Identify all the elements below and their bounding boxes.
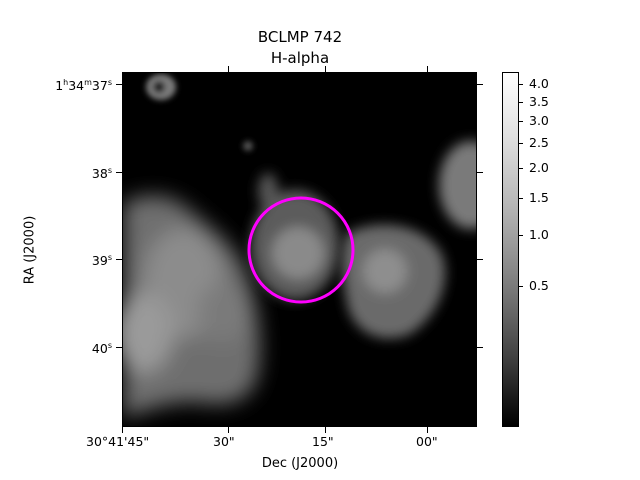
ytick-mark [116, 172, 122, 173]
colorbar-label: 3.0 [529, 113, 549, 128]
colorbar-label: 3.5 [529, 94, 549, 109]
ytick-mark [116, 259, 122, 260]
ytick-mark-right [477, 347, 483, 348]
ytick-mark-right [477, 172, 483, 173]
xtick-mark [427, 427, 428, 433]
emission-region-edge [439, 141, 476, 229]
emission-region-left [123, 195, 260, 418]
figure-title: BCLMP 742 [257, 28, 343, 46]
ytick-label: 40s [91, 341, 112, 356]
figure-subtitle: H-alpha [270, 49, 330, 67]
colorbar-tick [519, 235, 523, 236]
colorbar-label: 2.5 [529, 135, 549, 150]
emission-region-center [251, 173, 339, 300]
xtick-mark [122, 427, 123, 433]
xtick-mark [325, 427, 326, 433]
xtick-mark-top [427, 66, 428, 72]
emission-knot-top [146, 74, 253, 151]
xtick-mark [228, 427, 229, 433]
colorbar [502, 72, 519, 427]
region-circle [247, 196, 355, 304]
colorbar-label: 0.5 [529, 278, 549, 293]
colorbar-tick [519, 286, 523, 287]
ytick-label: 39s [91, 253, 112, 268]
ytick-mark-right [477, 84, 483, 85]
xtick-label: 30°41'45" [86, 434, 150, 449]
emission-region-right [342, 224, 446, 339]
x-axis-title: Dec (J2000) [261, 456, 339, 471]
ytick-mark-right [477, 259, 483, 260]
colorbar-label: 1.0 [529, 227, 549, 242]
colorbar-tick [519, 198, 523, 199]
xtick-mark-top [228, 66, 229, 72]
colorbar-tick [519, 102, 523, 103]
halpha-image [122, 72, 477, 427]
colorbar-tick [519, 143, 523, 144]
colorbar-tick [519, 168, 523, 169]
xtick-label: 30" [213, 434, 235, 449]
colorbar-label: 1.5 [529, 190, 549, 205]
ytick-label: 38s [91, 166, 112, 181]
y-axis-title: RA (J2000) [22, 215, 38, 285]
ytick-mark [116, 84, 122, 85]
xtick-mark-top [325, 66, 326, 72]
xtick-label: 15" [312, 434, 334, 449]
colorbar-label: 2.0 [529, 160, 549, 175]
ytick-label: 1h34m37s [55, 78, 112, 93]
ytick-mark [116, 347, 122, 348]
xtick-label: 00" [416, 434, 438, 449]
colorbar-tick [519, 121, 523, 122]
colorbar-label: 4.0 [529, 76, 549, 91]
colorbar-tick [519, 84, 523, 85]
